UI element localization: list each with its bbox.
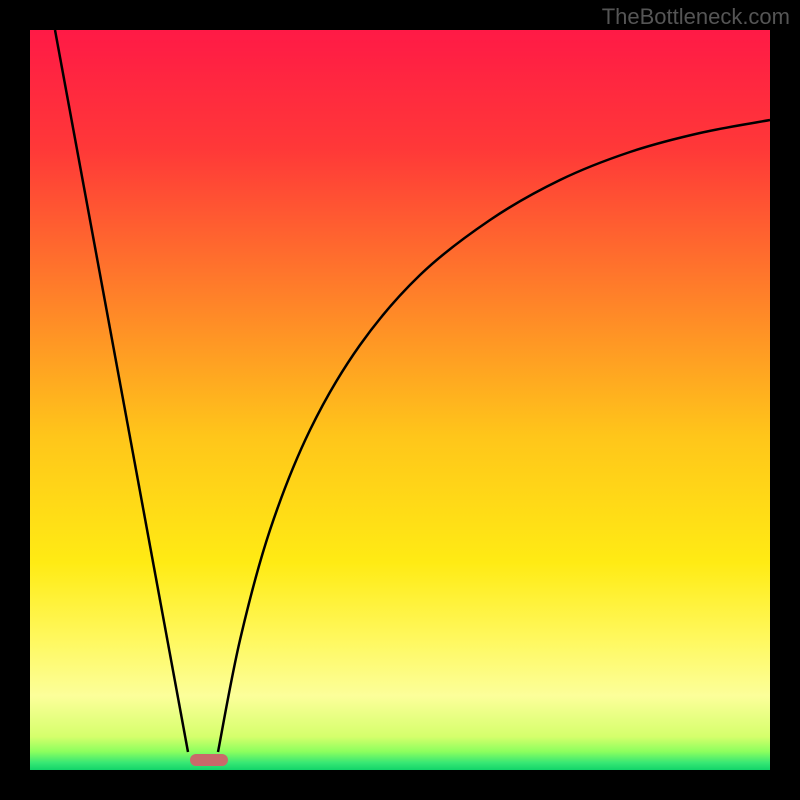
bottleneck-marker	[190, 754, 228, 766]
watermark-text: TheBottleneck.com	[602, 4, 790, 30]
bottleneck-chart	[0, 0, 800, 800]
plot-background	[30, 30, 770, 770]
chart-container: TheBottleneck.com	[0, 0, 800, 800]
